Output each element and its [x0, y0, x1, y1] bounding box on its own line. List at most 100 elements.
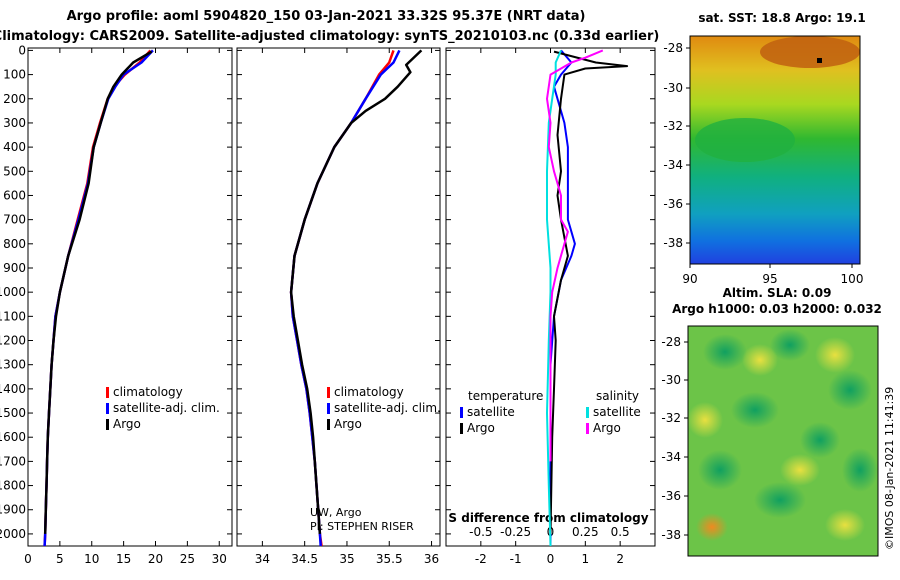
sla-eddy: [828, 370, 872, 410]
depth-tick-label: 800: [3, 237, 26, 251]
legend-title: salinity: [596, 389, 639, 403]
sst-map-frame: [689, 35, 861, 265]
map-y-tick-label: -32: [663, 119, 683, 133]
map-x-tick-label: 100: [841, 272, 864, 286]
map-y-tick-label: -34: [663, 158, 683, 172]
sla-eddy: [770, 329, 810, 361]
copyright-stamp: ©IMOS 08-Jan-2021 11:41:39: [883, 387, 896, 550]
legend-label: satellite: [593, 405, 641, 419]
credit-text: UW, Argo: [310, 506, 362, 519]
legend-label: climatology: [113, 385, 183, 399]
x-tick-label: 35.5: [376, 552, 403, 566]
sst-map: [689, 35, 861, 265]
x-tick-label: -1: [510, 552, 522, 566]
legend-label: Argo: [113, 417, 141, 431]
sla-eddy: [742, 344, 778, 376]
map-x-tick-label: 90: [682, 272, 697, 286]
x-tick-label: 20: [148, 552, 163, 566]
argo-float-marker: [817, 58, 822, 63]
legend-swatch: [327, 419, 330, 430]
salinity-diff-tick-label: -0.5: [469, 525, 492, 539]
depth-tick-label: 1200: [0, 334, 26, 348]
sla-eddy: [703, 334, 747, 370]
salinity-diff-tick-label: 0.25: [572, 525, 599, 539]
map-y-tick-label: -30: [661, 373, 681, 387]
x-tick-label: 35: [339, 552, 354, 566]
depth-tick-label: 0: [18, 43, 26, 57]
sst-green-patch: [695, 118, 795, 162]
depth-tick-label: 1100: [0, 309, 26, 323]
depth-tick-label: 1600: [0, 430, 26, 444]
map-x-tick-label: 95: [762, 272, 777, 286]
credit-text: PI: STEPHEN RISER: [310, 520, 414, 533]
series-line-salinity-argo: [546, 49, 604, 462]
x-tick-label: 0: [24, 552, 32, 566]
sla-map-title: Altim. SLA: 0.09: [723, 286, 832, 300]
legend-label: satellite-adj. clim.: [113, 401, 220, 415]
legend-swatch: [106, 419, 109, 430]
x-tick-label: 34: [255, 552, 270, 566]
legend-swatch: [586, 407, 589, 418]
difference-panel: -2 -1 0 1 2-0.5 -0.25 0 0.25 0.5S difference fro…: [445, 47, 656, 566]
legend-swatch: [327, 403, 330, 414]
depth-tick-label: 900: [3, 261, 26, 275]
sla-eddy: [780, 454, 820, 486]
legend-label: satellite-adj. clim.: [334, 401, 441, 415]
depth-tick-label: 1800: [0, 479, 26, 493]
header-title: Argo profile: aoml 5904820_150 03-Jan-20…: [67, 9, 586, 24]
sla-eddy: [696, 513, 728, 541]
depth-tick-label: 400: [3, 140, 26, 154]
map-y-tick-label: -32: [661, 411, 681, 425]
map-y-tick-label: -38: [663, 236, 683, 250]
salinity-panel: 34 34.5 35 35.5 36 climatology satellite-adj. …: [236, 47, 441, 566]
sla-eddy: [842, 448, 878, 492]
sla-map-frame: [687, 325, 879, 557]
depth-tick-label: 1400: [0, 382, 26, 396]
depth-tick-label: 300: [3, 116, 26, 130]
header-subtitle: Climatology: CARS2009. Satellite-adjuste…: [0, 29, 659, 44]
sla-eddy: [800, 422, 840, 458]
depth-tick-label: 700: [3, 213, 26, 227]
depth-tick-label: 500: [3, 164, 26, 178]
depth-tick-label: 100: [3, 68, 26, 82]
plot-frame: [27, 47, 233, 547]
depth-tick-label: 200: [3, 92, 26, 106]
map-y-tick-label: -28: [661, 335, 681, 349]
sla-eddy: [698, 450, 742, 490]
depth-tick-label: 600: [3, 188, 26, 202]
depth-tick-label: 1300: [0, 358, 26, 372]
legend-swatch: [327, 387, 330, 398]
map-y-tick-label: -38: [661, 528, 681, 542]
depth-tick-label: 1700: [0, 454, 26, 468]
legend-swatch: [586, 423, 589, 434]
x-tick-label: 25: [180, 552, 195, 566]
x-tick-label: 2: [616, 552, 624, 566]
depth-tick-label: 2000: [0, 527, 26, 541]
legend-swatch: [460, 407, 463, 418]
map-y-tick-label: -30: [663, 81, 683, 95]
series-line-argo: [43, 50, 153, 534]
x-tick-label: 1: [582, 552, 590, 566]
x-tick-label: 34.5: [291, 552, 318, 566]
legend-swatch: [460, 423, 463, 434]
sla-eddy: [815, 337, 855, 373]
x-tick-label: 0: [547, 552, 555, 566]
legend-label: Argo: [593, 421, 621, 435]
legend-label: climatology: [334, 385, 404, 399]
x-axis-label: S difference from climatology: [448, 511, 648, 525]
sst-map-title: sat. SST: 18.8 Argo: 19.1: [698, 11, 865, 25]
sla-map-axes: -28 -30 -32 -34 -36 -38: [661, 335, 688, 542]
sst-warm-patch: [760, 36, 860, 68]
x-tick-label: 5: [56, 552, 64, 566]
legend-label: satellite: [467, 405, 515, 419]
depth-tick-label: 1900: [0, 503, 26, 517]
map-y-tick-label: -34: [661, 450, 681, 464]
salinity-diff-tick-label: 0.5: [611, 525, 630, 539]
series-line-salinity-satellite: [546, 49, 562, 547]
x-tick-label: -2: [475, 552, 487, 566]
series-line-temperature-argo: [549, 50, 629, 534]
legend-label: Argo: [467, 421, 495, 435]
sla-map-subtitle: Argo h1000: 0.03 h2000: 0.032: [672, 302, 882, 316]
